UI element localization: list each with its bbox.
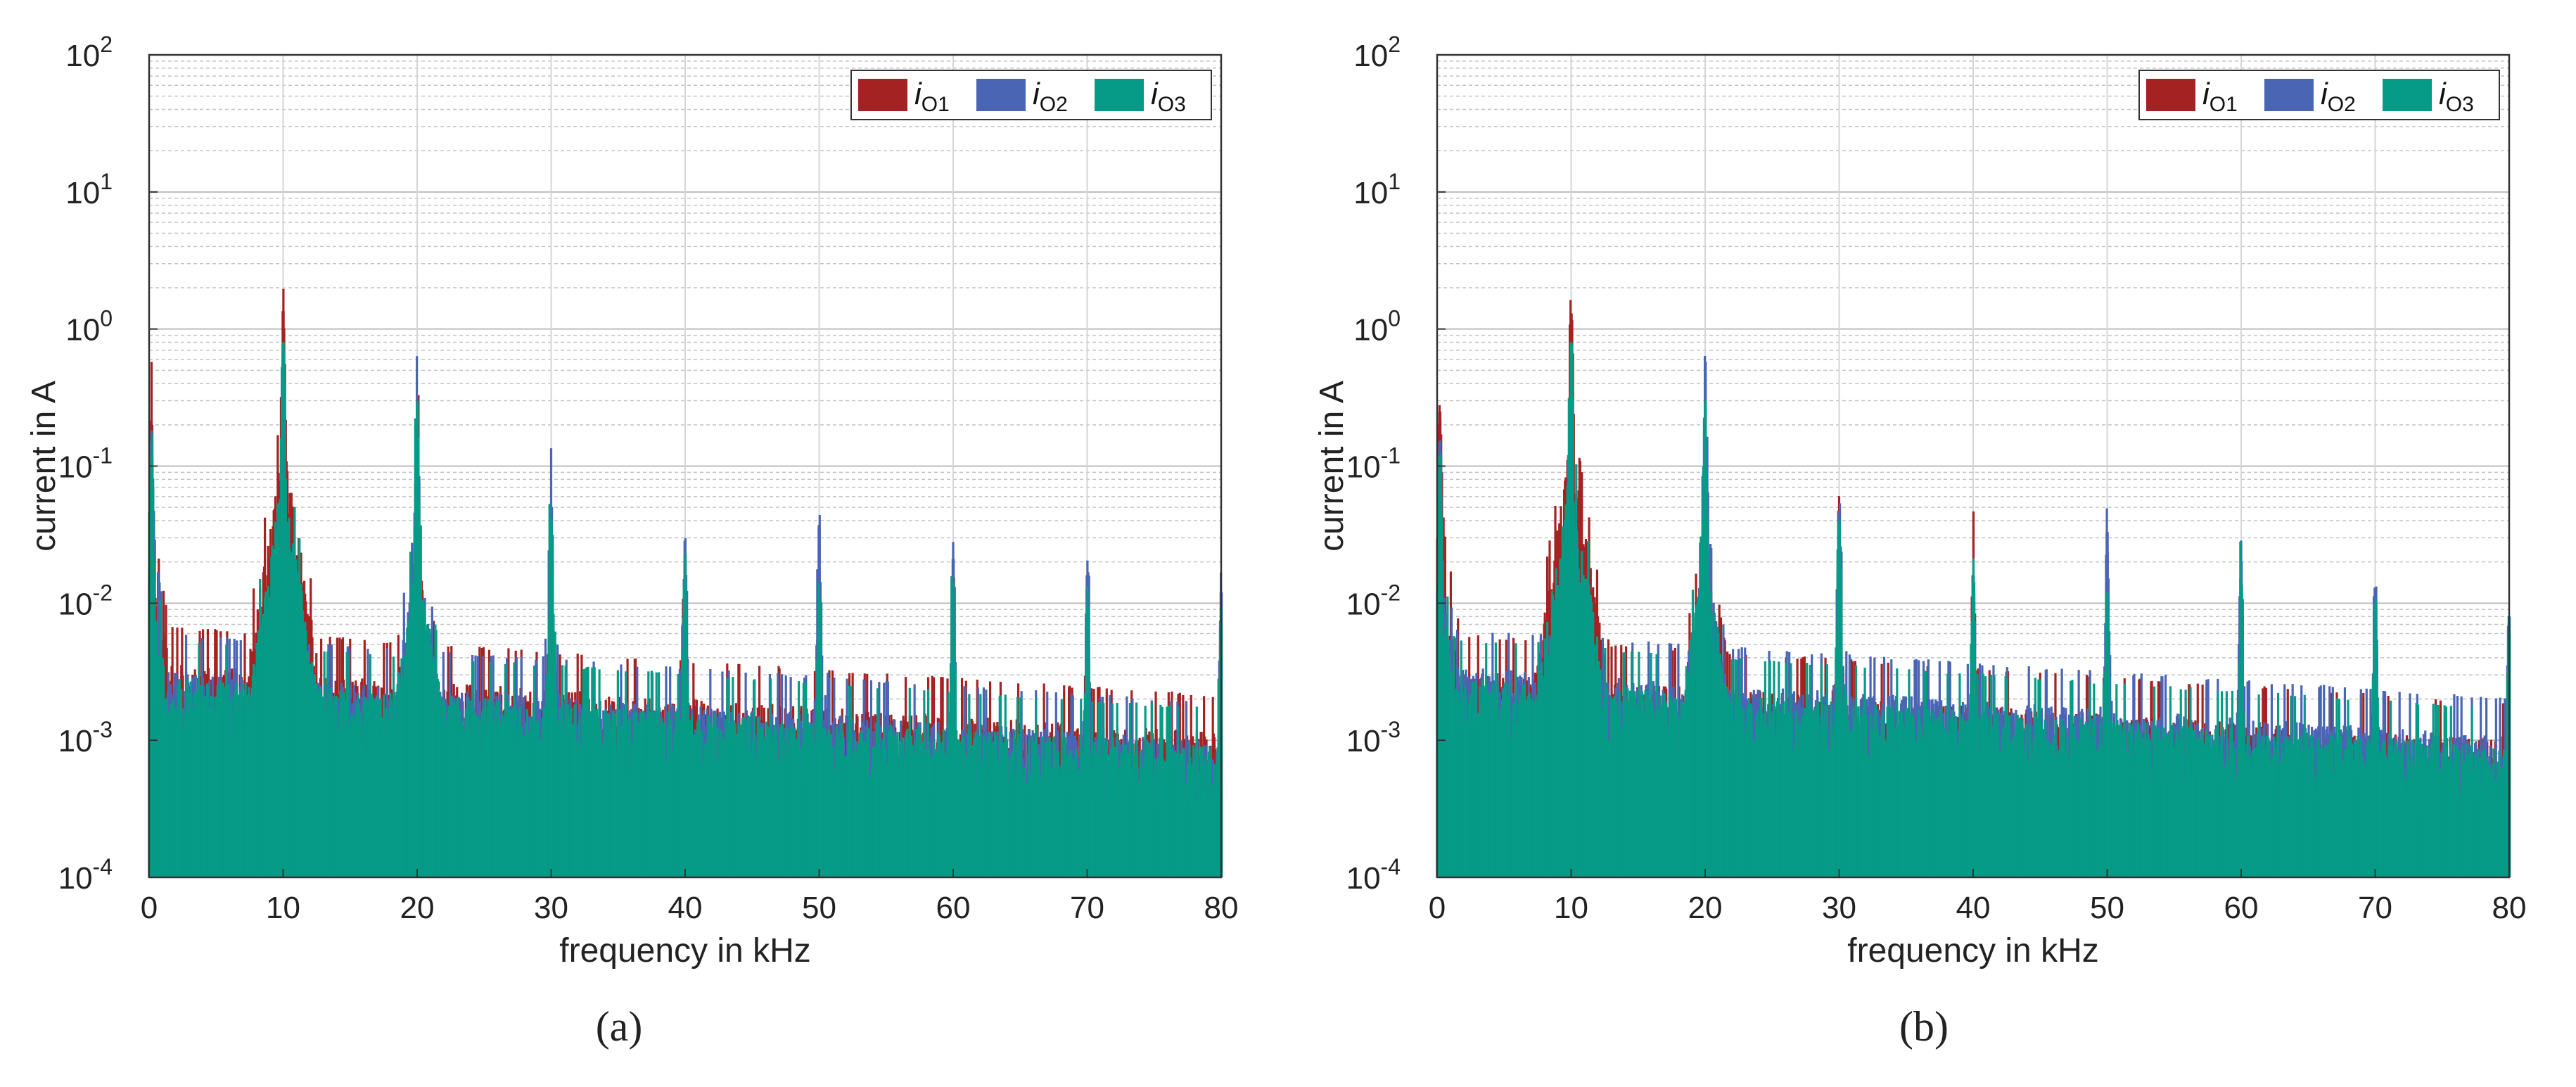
chart-panel-b: 0 10 20 30 40 50 60 70 80 10-4 10-3 10-2 10-1 100 101 1… [1288,0,2576,1087]
legend-swatch-iO3 [1095,79,1144,111]
x-tick-label: 20 [400,891,435,925]
spectrum-chart: 0 10 20 30 40 50 60 70 80 10-4 10-3 10-2 10-1 100 101 1… [25,32,1239,970]
y-tick-label: 101 [65,169,113,210]
y-tick-label: 10-3 [58,717,113,758]
legend-label-iO1: iO1 [914,77,950,116]
x-tick-label: 40 [668,891,703,925]
x-axis-label: frequency in kHz [559,932,811,970]
x-tick-label: 30 [534,891,568,925]
x-tick-label: 50 [802,891,836,925]
legend-label-iO3: iO3 [1151,77,1186,116]
legend: iO1 iO2 iO3 [850,70,1212,120]
x-tick-label: 10 [266,891,300,925]
legend-swatch-iO1 [858,79,907,111]
series-iO3 [148,342,1223,877]
y-tick-label: 10-1 [58,443,113,485]
x-tick-label: 60 [936,891,971,925]
grid [1436,54,2510,878]
spectrum-chart: 0 10 20 30 40 50 60 70 8010-410-310-210-11001011… [1313,32,2526,970]
legend-box [850,70,1212,120]
y-tick-label: 100 [65,306,113,348]
y-tick-label: 10-2 [58,580,113,621]
y-tick-label: 102 [65,32,113,73]
y-tick-label: 10-4 [58,854,113,896]
x-tick-label: 80 [1204,891,1239,925]
legend-label-iO2: iO2 [1033,77,1068,116]
x-tick-label: 0 [141,891,158,925]
y-axis-label: current in A [25,381,63,552]
legend-swatch-iO2 [976,79,1026,111]
x-tick-label: 70 [1070,891,1104,925]
chart-panel-a: 0 10 20 30 40 50 60 70 80 10-4 10-3 10-2 10-1 100 101 1… [25,32,1239,970]
